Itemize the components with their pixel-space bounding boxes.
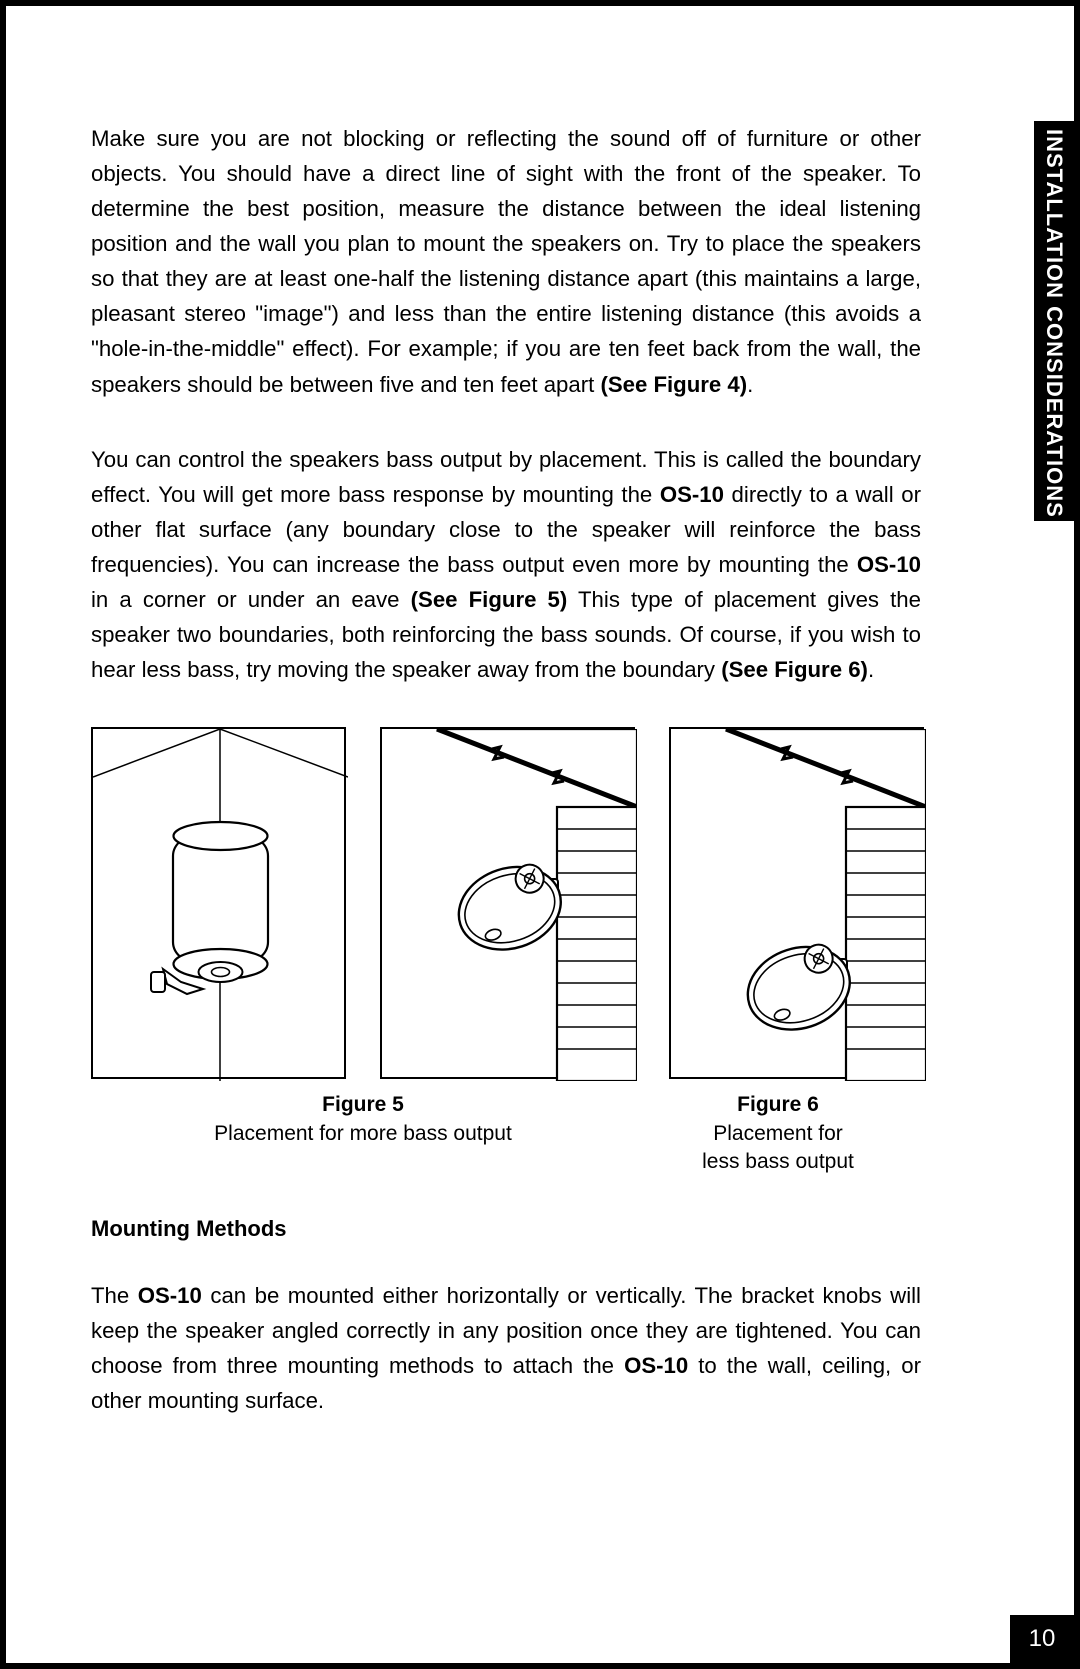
para2-text-i: .	[868, 657, 874, 682]
mounting-heading-text: Mounting Methods	[91, 1216, 287, 1241]
figure-6-caption: Figure 6 Placement for less bass output	[635, 1091, 921, 1176]
para2-os10-1: OS-10	[660, 482, 724, 507]
section-tab-label: INSTALLATION CONSIDERATIONS	[1041, 129, 1067, 518]
para2-os10-2: OS-10	[857, 552, 921, 577]
para1-text-a: Make sure you are not blocking or reflec…	[91, 126, 921, 397]
para2-see-fig6: (See Figure 6)	[721, 657, 868, 682]
paragraph-1: Make sure you are not blocking or reflec…	[91, 121, 921, 402]
fig6-label: Figure 6	[737, 1093, 819, 1116]
section-tab: INSTALLATION CONSIDERATIONS	[1034, 121, 1074, 521]
figure-captions: Figure 5 Placement for more bass output …	[91, 1091, 921, 1176]
page-number-box: 10	[1010, 1615, 1074, 1663]
manual-page: INSTALLATION CONSIDERATIONS 10 Make sure…	[0, 0, 1080, 1669]
para3-os10-2: OS-10	[624, 1353, 688, 1378]
paragraph-2: You can control the speakers bass output…	[91, 442, 921, 688]
fig5-label: Figure 5	[322, 1093, 404, 1116]
figure-6-wall-low	[669, 727, 924, 1079]
mounting-methods-heading: Mounting Methods	[91, 1216, 921, 1242]
para3-text-a: The	[91, 1283, 138, 1308]
para2-see-fig5: (See Figure 5)	[411, 587, 568, 612]
figure-5a-svg	[93, 729, 348, 1081]
figure-6-svg	[671, 729, 926, 1081]
para2-text-e: in a corner or under an eave	[91, 587, 411, 612]
figure-5b-svg	[382, 729, 637, 1081]
fig6-text-l1: Placement for	[713, 1122, 843, 1145]
figure-row	[91, 727, 921, 1079]
figure-5a-corner	[91, 727, 346, 1079]
paragraph-3: The OS-10 can be mounted either horizont…	[91, 1278, 921, 1418]
figure-5-caption: Figure 5 Placement for more bass output	[91, 1091, 635, 1176]
para1-see-fig4: (See Figure 4)	[600, 372, 747, 397]
page-number: 10	[1029, 1625, 1056, 1653]
para3-os10-1: OS-10	[138, 1283, 202, 1308]
content-column: Make sure you are not blocking or reflec…	[91, 121, 921, 1419]
para1-text-c: .	[747, 372, 753, 397]
fig6-text-l2: less bass output	[702, 1150, 854, 1173]
fig5-text: Placement for more bass output	[214, 1122, 512, 1145]
figure-5b-eave	[380, 727, 635, 1079]
